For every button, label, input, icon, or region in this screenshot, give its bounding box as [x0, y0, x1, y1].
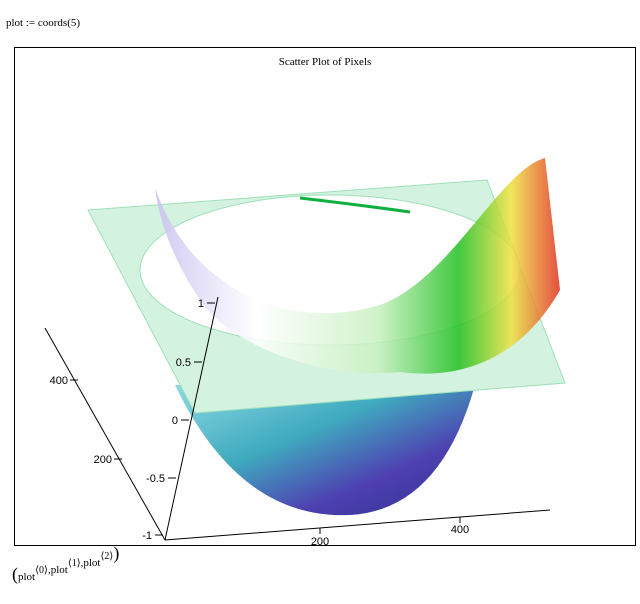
separator: , — [81, 557, 84, 569]
separator: , — [48, 564, 51, 576]
footer-expression: (plot⟨0⟩,plot⟨1⟩,plot⟨2⟩) — [12, 543, 119, 585]
z-tick-label: 0 — [172, 415, 178, 427]
footer: (plot⟨0⟩,plot⟨1⟩,plot⟨2⟩) — [12, 543, 119, 585]
var-index: ⟨0⟩ — [35, 565, 48, 576]
z-tick-label: 1 — [198, 298, 204, 310]
surface-bowl — [175, 385, 475, 516]
axes — [44, 296, 551, 541]
y-tick-label: 200 — [94, 454, 112, 466]
x-tick-label: 200 — [311, 536, 329, 548]
x-tick-label: 400 — [451, 524, 469, 536]
var-name: plot — [18, 571, 35, 583]
var-name: plot — [51, 564, 68, 576]
formula: plot := coords(5) — [6, 17, 80, 29]
z-tick-label: 0.5 — [176, 357, 191, 369]
y-tick-label: 400 — [50, 375, 68, 387]
z-tick-label: -1 — [142, 530, 152, 542]
var-index: ⟨2⟩ — [101, 551, 114, 562]
plot-title: Scatter Plot of Pixels — [279, 56, 372, 68]
var-name: plot — [83, 557, 100, 569]
intersection — [299, 196, 411, 214]
z-tick-label: -0.5 — [146, 473, 165, 485]
paren: ) — [113, 543, 119, 564]
paren: ( — [12, 564, 18, 585]
surface-saddle — [155, 158, 560, 374]
var-index: ⟨1⟩ — [68, 558, 81, 569]
